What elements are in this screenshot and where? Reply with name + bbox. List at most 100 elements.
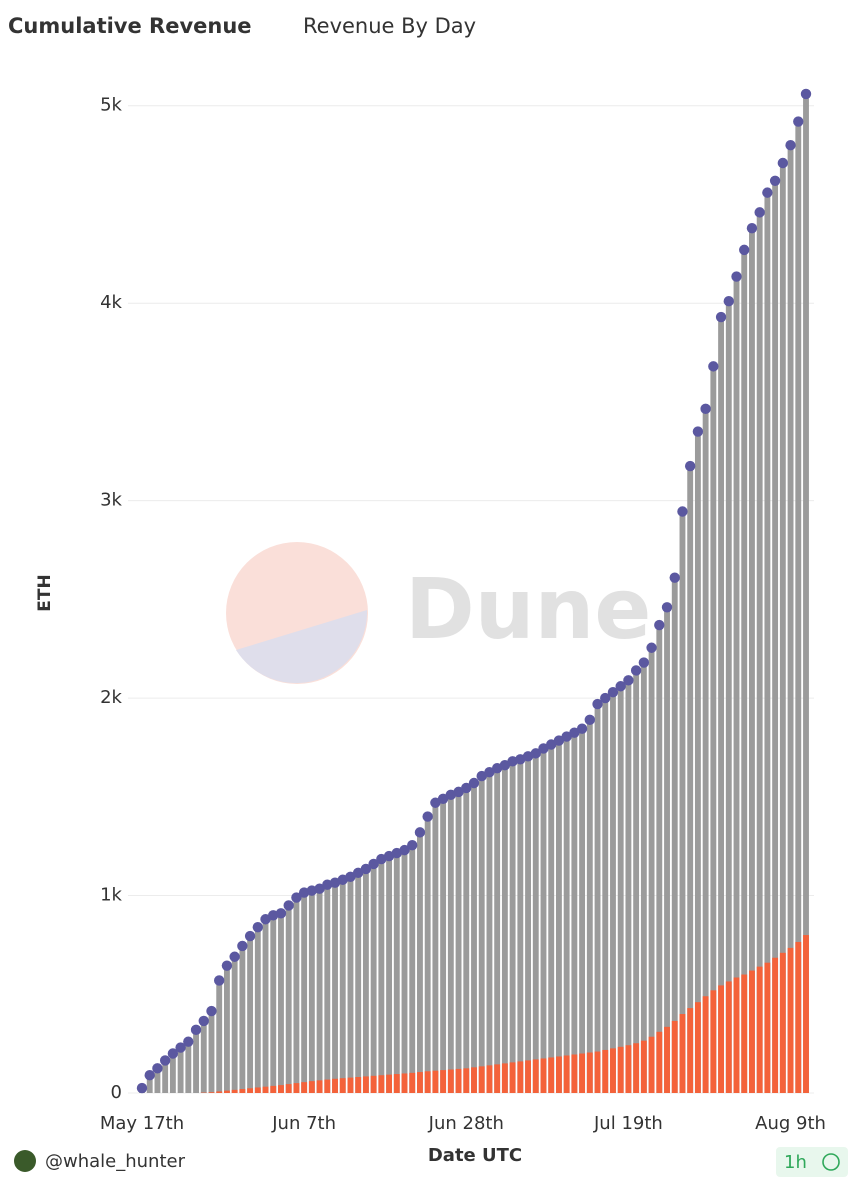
bar [270, 1085, 277, 1093]
y-tick-label: 5k [100, 95, 122, 116]
bar [285, 905, 292, 1093]
bar [795, 121, 802, 1093]
point [630, 665, 642, 676]
x-tick-label: May 17th [100, 1113, 184, 1134]
bar [409, 845, 416, 1093]
bar [610, 692, 616, 1093]
point [754, 207, 765, 218]
author[interactable]: @whale_hunter [45, 1151, 186, 1172]
point [206, 1005, 217, 1017]
point [746, 222, 758, 234]
bar [424, 1071, 431, 1093]
point [600, 692, 611, 704]
bar [440, 798, 447, 1093]
bar [193, 1029, 199, 1093]
point [800, 88, 812, 100]
bar [733, 276, 740, 1094]
bar [764, 192, 771, 1093]
bar [239, 945, 246, 1093]
x-axis-label: Date UTC [428, 1145, 522, 1166]
bar [162, 1060, 169, 1093]
bar [710, 366, 717, 1094]
bar [563, 1055, 570, 1093]
bar [270, 915, 277, 1093]
bar [254, 927, 261, 1093]
watermark-logo: Dune [226, 542, 651, 684]
point [677, 506, 688, 517]
bar [633, 1043, 640, 1093]
point [762, 187, 773, 198]
point [461, 782, 472, 794]
bar [432, 1070, 439, 1093]
bar [324, 884, 331, 1093]
bar [509, 761, 516, 1093]
point [430, 797, 441, 808]
bar [625, 1045, 632, 1093]
bar [640, 1040, 647, 1093]
point [283, 900, 294, 911]
bar [216, 980, 223, 1093]
bar [332, 1078, 338, 1093]
bar [216, 1091, 223, 1093]
bar [586, 719, 593, 1093]
point [661, 602, 673, 613]
point [468, 777, 480, 789]
bar [262, 919, 269, 1093]
bar [602, 1049, 609, 1093]
bar [254, 1087, 261, 1093]
y-tick-label: 1k [100, 885, 122, 906]
bar [555, 1056, 562, 1093]
bar [702, 996, 709, 1093]
bar [617, 686, 624, 1093]
bar [803, 93, 809, 1093]
point [252, 921, 264, 933]
bar [293, 1083, 300, 1093]
bar [316, 1080, 323, 1093]
point [654, 619, 665, 631]
bar [579, 728, 586, 1093]
bar [424, 816, 431, 1093]
point [136, 1082, 148, 1094]
point [530, 748, 541, 759]
point [793, 116, 804, 127]
bar [417, 1072, 423, 1093]
bar [208, 1011, 215, 1093]
bar [324, 1079, 331, 1093]
bar [285, 1084, 292, 1093]
bar [447, 1069, 454, 1093]
bar [517, 759, 524, 1093]
bar [293, 897, 300, 1093]
x-tick-label: Jul 19th [593, 1113, 663, 1134]
bar [239, 1089, 246, 1093]
bar [308, 890, 315, 1093]
bar [308, 1081, 315, 1093]
bar [169, 1053, 176, 1093]
x-tick-label: Jun 7th [271, 1113, 336, 1134]
bar [540, 748, 547, 1093]
bar [339, 1078, 346, 1093]
point [360, 863, 372, 875]
point [414, 827, 426, 838]
tab-active[interactable]: Cumulative Revenue [8, 14, 252, 38]
bar [471, 1067, 477, 1093]
bar [223, 965, 230, 1093]
bar [702, 408, 709, 1093]
bar [231, 1089, 238, 1093]
bar [463, 1068, 470, 1093]
point [715, 311, 727, 323]
x-tick-label: Jun 28th [428, 1113, 504, 1134]
bar [501, 1063, 508, 1093]
bar [764, 962, 771, 1093]
bar [594, 704, 601, 1093]
tab[interactable]: Revenue By Day [303, 14, 476, 38]
bar [787, 145, 794, 1093]
bar [355, 1077, 362, 1093]
point [499, 760, 511, 771]
bar [278, 913, 284, 1093]
point [607, 686, 619, 698]
bar [671, 1020, 678, 1093]
bar [656, 625, 663, 1093]
bar [208, 1092, 215, 1093]
bar [625, 680, 632, 1093]
point [237, 940, 248, 952]
